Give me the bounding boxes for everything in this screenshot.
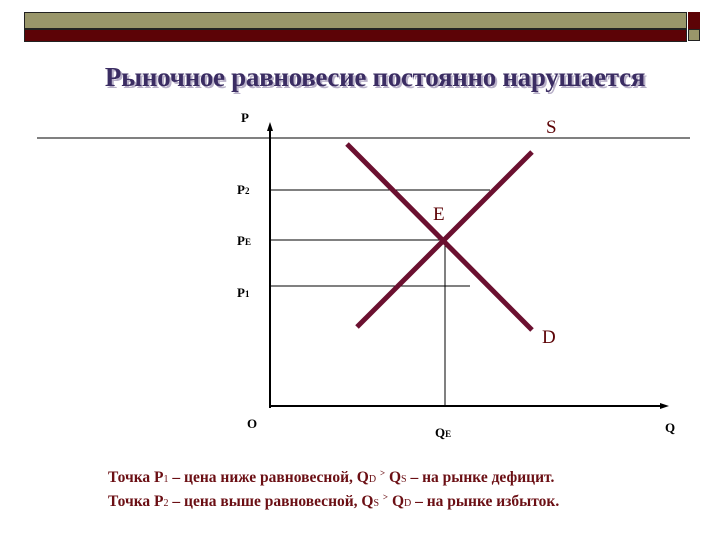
slide-title: Рыночное равновесие постоянно нарушается xyxy=(104,62,646,92)
note-surplus: Точка P2 – цена выше равновесной, QS > Q… xyxy=(108,492,560,511)
axis-x-label: Q xyxy=(665,420,676,435)
header-bar-olive xyxy=(24,12,687,29)
pe-label: PE xyxy=(237,233,251,248)
supply-curve xyxy=(355,150,534,329)
supply-label: S xyxy=(546,117,557,138)
x-axis-arrow xyxy=(660,403,669,409)
p1-label: P1 xyxy=(237,285,250,300)
header-square-red xyxy=(688,12,700,29)
qe-label: QE xyxy=(435,425,452,440)
origin-label: O xyxy=(247,416,258,431)
equilibrium-label: E xyxy=(433,204,445,225)
axis-y-label: P xyxy=(241,110,249,125)
header-bar-red xyxy=(24,29,687,42)
note-deficit: Точка P1 – цена ниже равновесной, QD > Q… xyxy=(108,468,555,487)
y-axis-arrow xyxy=(267,122,273,131)
p2-label: P2 xyxy=(237,182,250,197)
header-square-olive xyxy=(688,29,700,41)
demand-label: D xyxy=(542,327,556,348)
demand-curve xyxy=(345,142,534,332)
